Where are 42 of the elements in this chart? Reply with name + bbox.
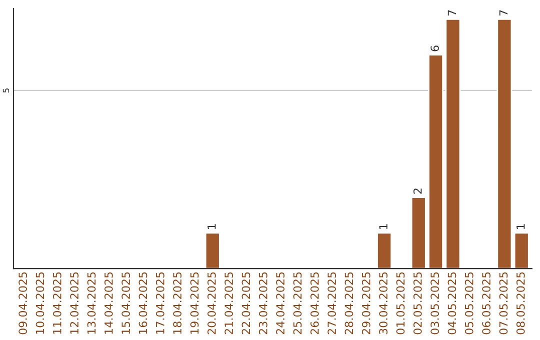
- data-label: 6: [430, 46, 439, 52]
- data-label: 1: [516, 224, 525, 229]
- bar: [496, 18, 512, 269]
- x-tick-label: 11.04.2025: [52, 272, 62, 334]
- x-tick-label: 20.04.2025: [207, 272, 216, 334]
- bar: [514, 232, 530, 269]
- x-tick-label: 18.04.2025: [173, 272, 182, 334]
- x-tick-label: 16.04.2025: [138, 272, 148, 334]
- x-tick-label: 22.04.2025: [242, 272, 250, 334]
- x-tick-label: 12.04.2025: [70, 272, 79, 334]
- bar: [204, 232, 220, 269]
- x-tick-label: 02.05.2025: [413, 272, 422, 334]
- x-tick-label: 03.05.2025: [430, 272, 439, 334]
- x-tick-label: 13.04.2025: [87, 272, 96, 334]
- x-tick-label: 08.05.2025: [516, 272, 525, 334]
- y-tick-label: 5: [2, 88, 10, 92]
- x-tick-label: 09.04.2025: [18, 272, 28, 334]
- x-tick-label: 10.04.2025: [36, 272, 44, 334]
- data-label: 7: [499, 10, 508, 16]
- x-tick-label: 19.04.2025: [190, 272, 199, 334]
- x-tick-label: 01.05.2025: [396, 272, 405, 334]
- x-tick-label: 25.04.2025: [293, 272, 302, 334]
- x-tick-label: 15.04.2025: [122, 272, 130, 334]
- data-label: 2: [413, 188, 422, 194]
- x-tick-label: 07.05.2025: [499, 272, 508, 334]
- x-tick-label: 06.05.2025: [482, 272, 490, 334]
- x-tick-label: 30.04.2025: [379, 272, 388, 334]
- x-tick-label: 26.04.2025: [310, 272, 319, 334]
- x-tick-label: 05.05.2025: [464, 272, 474, 334]
- x-tick-label: 14.04.2025: [104, 272, 113, 334]
- x-tick-label: 29.04.2025: [362, 272, 370, 334]
- data-label: 7: [448, 10, 456, 16]
- x-tick-label: 23.04.2025: [258, 272, 268, 334]
- data-label: 1: [208, 224, 216, 229]
- x-tick-label: 24.04.2025: [276, 272, 285, 334]
- data-label: 1: [379, 224, 388, 229]
- x-tick-label: 28.04.2025: [344, 272, 354, 334]
- x-tick-label: 04.05.2025: [448, 272, 456, 334]
- x-tick-label: 27.04.2025: [328, 272, 336, 334]
- x-tick-label: 17.04.2025: [156, 272, 164, 334]
- bar: [376, 232, 392, 269]
- x-tick-label: 21.04.2025: [224, 272, 234, 334]
